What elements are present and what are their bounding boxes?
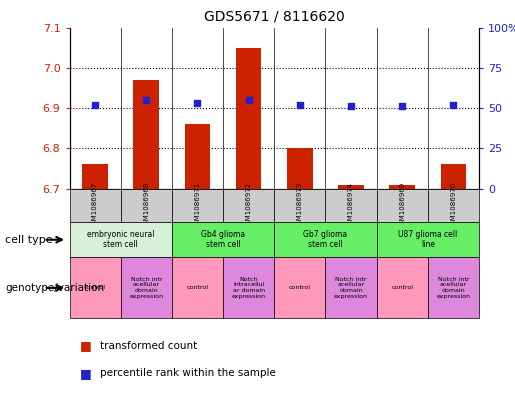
FancyBboxPatch shape xyxy=(70,222,172,257)
FancyBboxPatch shape xyxy=(223,257,274,318)
Text: control: control xyxy=(391,285,413,290)
FancyBboxPatch shape xyxy=(172,257,223,318)
Text: percentile rank within the sample: percentile rank within the sample xyxy=(100,368,277,378)
Text: control: control xyxy=(186,285,209,290)
Text: GSM1086973: GSM1086973 xyxy=(297,182,303,229)
Text: GSM1086967: GSM1086967 xyxy=(92,182,98,229)
FancyBboxPatch shape xyxy=(223,189,274,222)
Title: GDS5671 / 8116620: GDS5671 / 8116620 xyxy=(204,9,345,24)
Text: GSM1086971: GSM1086971 xyxy=(195,182,200,229)
FancyBboxPatch shape xyxy=(70,189,121,222)
Bar xyxy=(82,164,108,189)
Point xyxy=(245,97,253,103)
Text: GSM1086969: GSM1086969 xyxy=(399,182,405,229)
FancyBboxPatch shape xyxy=(428,257,479,318)
Point xyxy=(347,103,355,110)
FancyBboxPatch shape xyxy=(325,257,376,318)
Bar xyxy=(440,164,466,189)
Point xyxy=(296,102,304,108)
FancyBboxPatch shape xyxy=(172,189,223,222)
FancyBboxPatch shape xyxy=(121,189,172,222)
Point xyxy=(142,97,150,103)
Text: ■: ■ xyxy=(80,339,92,353)
Text: GSM1086972: GSM1086972 xyxy=(246,182,252,229)
FancyBboxPatch shape xyxy=(172,222,274,257)
Text: control: control xyxy=(289,285,311,290)
Bar xyxy=(133,80,159,189)
Text: embryonic neural
stem cell: embryonic neural stem cell xyxy=(87,230,154,250)
Text: Notch intr
acellular
domain
expression: Notch intr acellular domain expression xyxy=(436,277,470,299)
Point xyxy=(449,102,457,108)
Bar xyxy=(185,124,210,189)
Text: GSM1086974: GSM1086974 xyxy=(348,182,354,229)
Bar xyxy=(287,148,313,189)
FancyBboxPatch shape xyxy=(121,257,172,318)
FancyBboxPatch shape xyxy=(428,189,479,222)
Text: transformed count: transformed count xyxy=(100,341,198,351)
Text: Notch intr
acellular
domain
expression: Notch intr acellular domain expression xyxy=(334,277,368,299)
Text: Gb4 glioma
stem cell: Gb4 glioma stem cell xyxy=(201,230,245,250)
Text: Notch intr
acellular
domain
expression: Notch intr acellular domain expression xyxy=(129,277,163,299)
Text: GSM1086970: GSM1086970 xyxy=(450,182,456,229)
FancyBboxPatch shape xyxy=(274,189,325,222)
FancyBboxPatch shape xyxy=(70,257,121,318)
FancyBboxPatch shape xyxy=(325,189,376,222)
Text: Gb7 glioma
stem cell: Gb7 glioma stem cell xyxy=(303,230,348,250)
Bar xyxy=(389,185,415,189)
Text: control: control xyxy=(84,285,106,290)
Text: genotype/variation: genotype/variation xyxy=(5,283,104,293)
Text: U87 glioma cell
line: U87 glioma cell line xyxy=(398,230,457,250)
Point xyxy=(193,100,201,107)
Bar xyxy=(338,185,364,189)
FancyBboxPatch shape xyxy=(274,222,376,257)
Text: ■: ■ xyxy=(80,367,92,380)
FancyBboxPatch shape xyxy=(376,257,428,318)
Point xyxy=(398,103,406,110)
Point xyxy=(91,102,99,108)
Text: cell type: cell type xyxy=(5,235,53,245)
FancyBboxPatch shape xyxy=(376,222,479,257)
FancyBboxPatch shape xyxy=(376,189,428,222)
Text: GSM1086968: GSM1086968 xyxy=(143,182,149,229)
FancyBboxPatch shape xyxy=(274,257,325,318)
Bar xyxy=(236,48,262,189)
Text: Notch
intracellul
ar domain
expression: Notch intracellul ar domain expression xyxy=(232,277,266,299)
